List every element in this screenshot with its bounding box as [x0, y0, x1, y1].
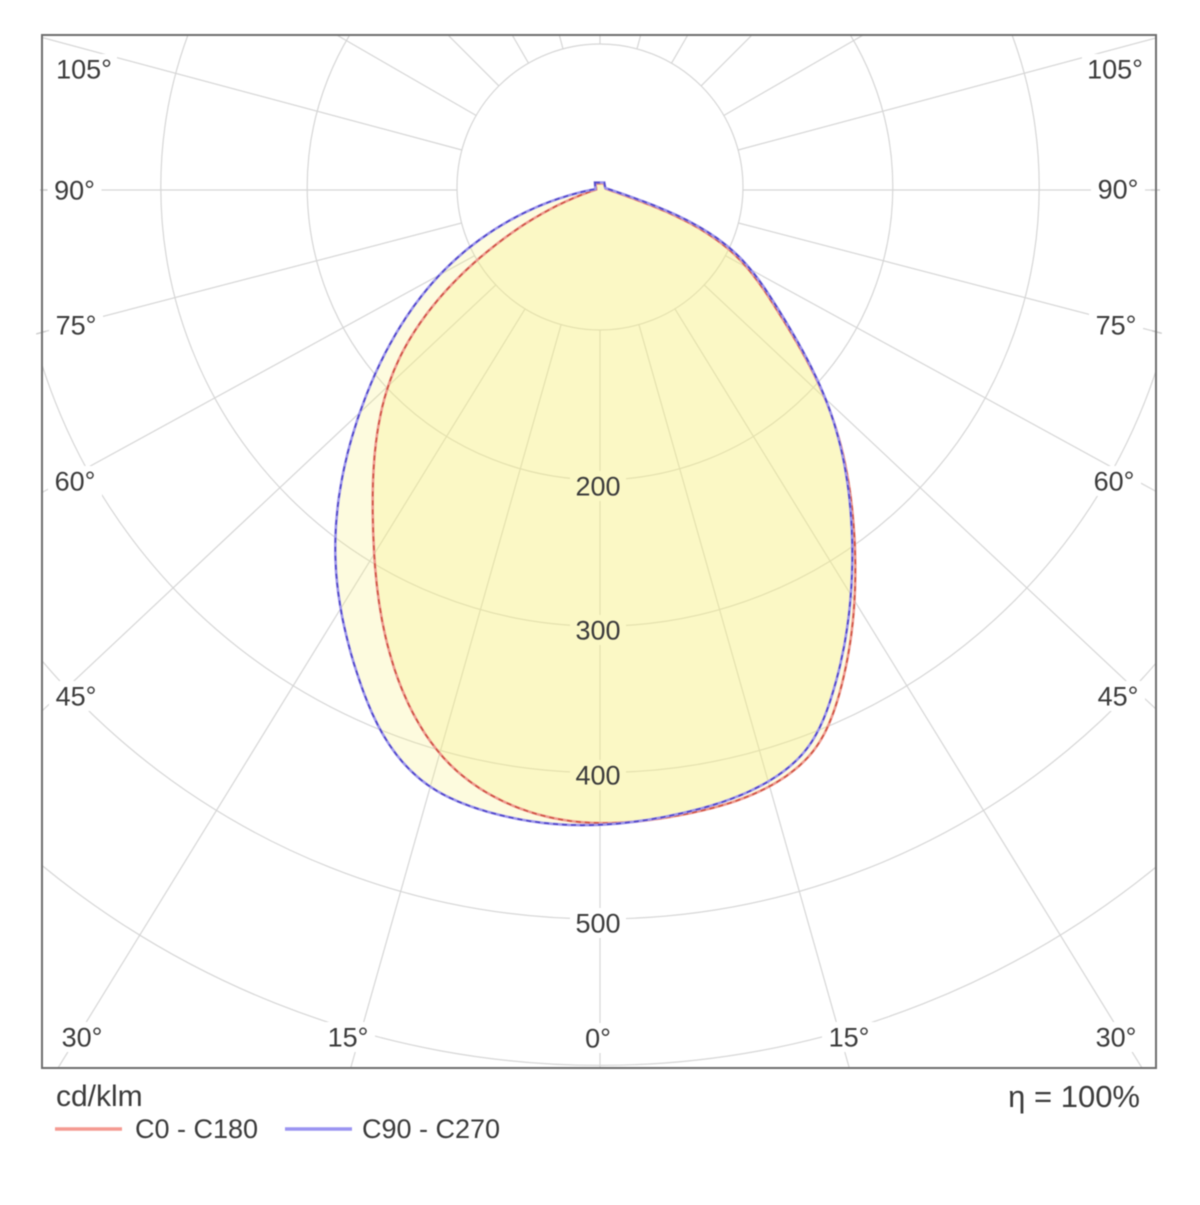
svg-text:105°: 105°: [56, 55, 112, 85]
svg-text:15°: 15°: [829, 1023, 870, 1053]
svg-text:C0 - C180: C0 - C180: [135, 1114, 258, 1144]
svg-text:90°: 90°: [1098, 175, 1139, 205]
svg-text:500: 500: [575, 909, 620, 939]
svg-text:400: 400: [575, 761, 620, 791]
svg-text:45°: 45°: [1098, 682, 1139, 712]
svg-text:30°: 30°: [1096, 1023, 1137, 1053]
svg-text:60°: 60°: [55, 467, 96, 497]
svg-text:200: 200: [575, 472, 620, 502]
svg-text:90°: 90°: [54, 176, 95, 206]
svg-text:cd/klm: cd/klm: [56, 1080, 143, 1113]
svg-text:105°: 105°: [1087, 55, 1143, 85]
svg-text:η = 100%: η = 100%: [1008, 1079, 1140, 1114]
svg-text:75°: 75°: [1096, 311, 1137, 341]
svg-text:C90 - C270: C90 - C270: [362, 1114, 500, 1144]
svg-text:75°: 75°: [56, 311, 97, 341]
svg-text:45°: 45°: [56, 682, 97, 712]
svg-text:15°: 15°: [328, 1023, 369, 1053]
svg-text:60°: 60°: [1094, 467, 1135, 497]
svg-text:30°: 30°: [62, 1023, 103, 1053]
svg-text:300: 300: [575, 616, 620, 646]
svg-text:0°: 0°: [585, 1024, 611, 1054]
